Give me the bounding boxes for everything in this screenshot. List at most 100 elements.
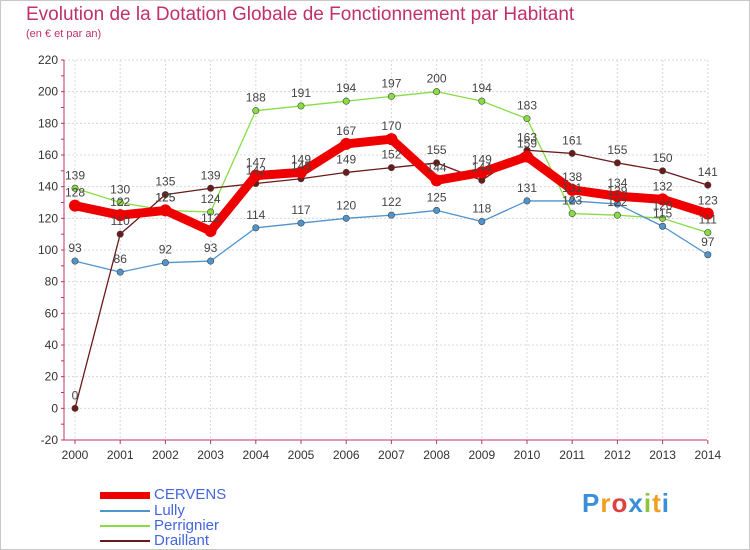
data-point-lully xyxy=(252,224,260,232)
data-label-perrignier: 194 xyxy=(472,81,492,95)
x-tick-label: 2012 xyxy=(604,448,631,462)
data-point-cervens xyxy=(430,174,443,187)
data-label-draillant: 110 xyxy=(111,214,130,228)
data-point-perrignier xyxy=(659,214,667,222)
data-point-lully xyxy=(207,257,215,265)
data-point-cervens xyxy=(701,207,714,220)
data-point-perrignier xyxy=(433,88,441,96)
data-label-perrignier: 125 xyxy=(155,190,175,204)
y-tick-label: 0 xyxy=(51,401,58,415)
y-tick-label: 60 xyxy=(45,306,59,320)
x-tick-label: 2000 xyxy=(62,448,89,462)
data-point-draillant xyxy=(387,164,395,172)
data-point-draillant xyxy=(116,230,124,238)
y-tick-label: 20 xyxy=(45,370,59,384)
data-point-perrignier xyxy=(568,210,576,218)
data-label-lully: 125 xyxy=(427,190,447,204)
data-point-cervens xyxy=(521,150,533,163)
y-tick-label: 220 xyxy=(38,53,58,67)
data-label-lully: 93 xyxy=(204,241,218,255)
data-label-perrignier: 123 xyxy=(562,194,582,208)
data-point-cervens xyxy=(656,193,669,206)
data-label-cervens: 134 xyxy=(607,176,627,190)
legend-swatch-perrignier xyxy=(100,525,150,527)
data-label-lully: 114 xyxy=(246,208,265,222)
y-tick-label: 40 xyxy=(45,338,59,352)
x-tick-label: 2001 xyxy=(107,448,134,462)
data-label-draillant: 155 xyxy=(607,143,627,157)
data-point-lully xyxy=(568,197,576,205)
data-point-perrignier xyxy=(478,97,486,105)
data-point-perrignier xyxy=(387,92,395,100)
data-point-lully xyxy=(704,251,712,259)
data-point-draillant xyxy=(568,149,576,157)
legend-label-draillant: Draillant xyxy=(154,532,210,549)
data-point-lully xyxy=(297,219,305,227)
data-label-cervens: 159 xyxy=(517,137,537,151)
data-point-cervens xyxy=(295,166,307,179)
legend-item-lully: Lully xyxy=(100,502,340,519)
data-label-draillant: 163 xyxy=(517,130,537,144)
data-point-perrignier xyxy=(704,229,712,237)
data-point-draillant xyxy=(71,404,79,412)
legend-label-perrignier: Perrignier xyxy=(154,517,220,534)
data-label-perrignier: 122 xyxy=(607,195,627,209)
data-label-perrignier: 111 xyxy=(699,213,718,227)
data-label-cervens: 132 xyxy=(653,179,673,193)
logo-letter: x xyxy=(628,488,644,518)
x-tick-label: 2005 xyxy=(288,448,315,462)
data-label-draillant: 152 xyxy=(381,148,401,162)
data-label-lully: 122 xyxy=(381,195,401,209)
data-label-draillant: 135 xyxy=(155,175,175,189)
data-point-cervens xyxy=(611,190,624,203)
x-tick-label: 2014 xyxy=(694,448,721,462)
data-label-perrignier: 197 xyxy=(381,76,401,90)
data-point-cervens xyxy=(114,209,127,222)
data-label-perrignier: 188 xyxy=(246,91,266,105)
data-label-lully: 93 xyxy=(68,241,82,255)
data-label-perrignier: 191 xyxy=(291,86,311,100)
data-point-cervens xyxy=(385,133,398,146)
y-tick-label: 200 xyxy=(38,85,58,99)
x-tick-label: 2010 xyxy=(514,448,541,462)
logo-letter: i xyxy=(643,488,653,518)
y-tick-label: 80 xyxy=(45,275,59,289)
data-label-lully: 92 xyxy=(159,243,173,257)
data-label-cervens: 138 xyxy=(562,170,582,184)
data-point-lully xyxy=(433,206,441,214)
data-label-draillant: 142 xyxy=(246,164,266,178)
data-point-perrignier xyxy=(207,208,215,216)
data-label-cervens: 147 xyxy=(246,156,266,170)
data-point-lully xyxy=(116,268,124,276)
data-point-perrignier xyxy=(342,97,350,105)
data-label-lully: 117 xyxy=(291,203,310,217)
data-label-lully: 131 xyxy=(517,181,537,195)
data-point-cervens xyxy=(249,169,262,182)
data-point-draillant xyxy=(207,184,215,192)
x-tick-label: 2002 xyxy=(152,448,179,462)
data-point-perrignier xyxy=(523,115,531,123)
data-label-cervens: 128 xyxy=(65,186,85,200)
data-point-lully xyxy=(71,257,79,265)
data-point-cervens xyxy=(159,204,172,217)
data-point-perrignier xyxy=(71,184,79,192)
chart-subtitle: (en € et par an) xyxy=(26,28,102,40)
x-tick-label: 2003 xyxy=(197,448,224,462)
data-label-draillant: 0 xyxy=(72,388,79,402)
data-label-cervens: 149 xyxy=(291,152,311,166)
data-point-draillant xyxy=(161,191,169,199)
data-point-perrignier xyxy=(297,102,305,110)
data-label-draillant: 150 xyxy=(653,151,673,165)
data-point-draillant xyxy=(659,167,667,175)
data-label-cervens: 123 xyxy=(698,194,718,208)
legend-label-lully: Lully xyxy=(154,502,185,519)
data-label-perrignier: 120 xyxy=(653,198,673,212)
legend-swatch-draillant xyxy=(100,540,150,542)
y-tick-label: 180 xyxy=(38,116,58,130)
data-point-draillant xyxy=(342,168,350,176)
data-label-perrignier: 183 xyxy=(517,99,537,113)
data-label-lully: 97 xyxy=(701,235,715,249)
data-label-draillant: 149 xyxy=(336,152,356,166)
data-point-cervens xyxy=(204,225,217,237)
